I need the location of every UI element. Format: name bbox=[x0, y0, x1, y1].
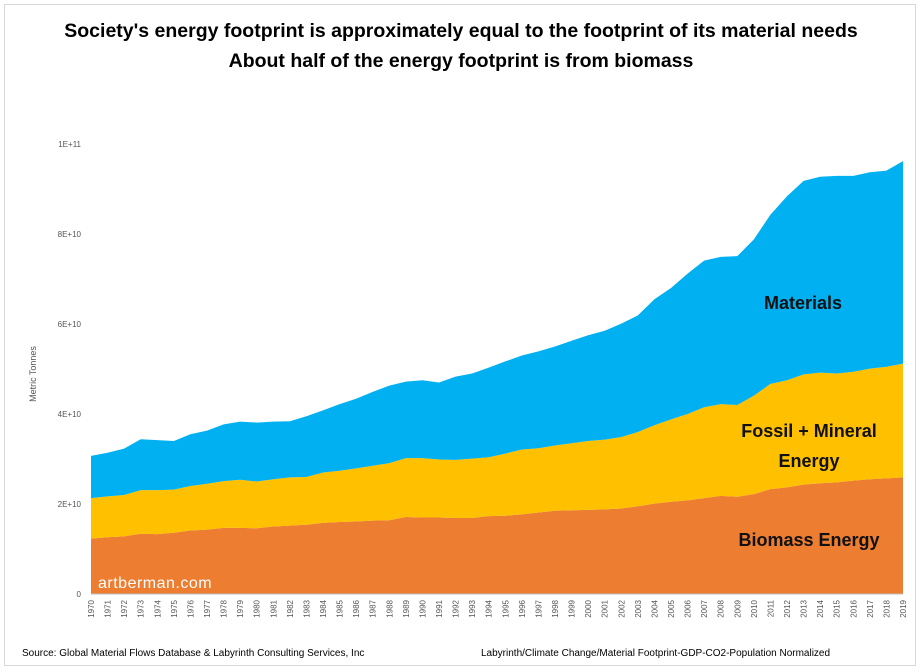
series-label: Energy bbox=[778, 451, 839, 471]
series-label: Materials bbox=[764, 293, 842, 313]
x-tick-label: 2007 bbox=[700, 599, 709, 617]
x-tick-label: 1971 bbox=[104, 599, 113, 617]
x-tick-label: 1985 bbox=[336, 599, 345, 617]
x-tick-label: 2006 bbox=[684, 599, 693, 617]
x-tick-label: 2001 bbox=[601, 599, 610, 617]
x-tick-label: 2017 bbox=[866, 599, 875, 617]
x-tick-label: 2012 bbox=[783, 599, 792, 617]
chart-title: Society's energy footprint is approximat… bbox=[64, 20, 858, 42]
x-tick-label: 1998 bbox=[551, 599, 560, 617]
chart-subtitle: About half of the energy footprint is fr… bbox=[228, 50, 694, 72]
x-tick-label: 2008 bbox=[717, 599, 726, 617]
x-tick-label: 1973 bbox=[137, 599, 146, 617]
file-path-note: Labyrinth/Climate Change/Material Footpr… bbox=[481, 648, 831, 659]
x-tick-label: 1979 bbox=[236, 599, 245, 617]
y-tick-label: 1E+11 bbox=[58, 140, 81, 149]
x-tick-label: 2018 bbox=[882, 599, 891, 617]
x-tick-label: 1987 bbox=[369, 599, 378, 617]
x-tick-label: 2019 bbox=[899, 599, 908, 617]
x-tick-label: 2009 bbox=[733, 599, 742, 617]
x-tick-label: 1975 bbox=[170, 599, 179, 617]
x-tick-label: 1991 bbox=[435, 599, 444, 617]
x-tick-label: 2016 bbox=[849, 599, 858, 617]
area-fossil-mineral-energy bbox=[91, 363, 903, 539]
x-tick-label: 2003 bbox=[634, 599, 643, 617]
series-label: Biomass Energy bbox=[738, 530, 879, 550]
x-tick-label: 2005 bbox=[667, 599, 676, 617]
x-tick-label: 1993 bbox=[468, 599, 477, 617]
x-tick-label: 1996 bbox=[518, 599, 527, 617]
series-label: Fossil + Mineral bbox=[741, 421, 877, 441]
x-tick-label: 1981 bbox=[269, 599, 278, 617]
area-materials bbox=[91, 161, 903, 499]
area-biomass-energy bbox=[91, 477, 903, 594]
x-tick-label: 2002 bbox=[617, 599, 626, 617]
x-tick-label: 1999 bbox=[568, 599, 577, 617]
x-tick-label: 2011 bbox=[766, 599, 775, 617]
x-tick-label: 1972 bbox=[120, 599, 129, 617]
x-tick-label: 1970 bbox=[87, 599, 96, 617]
y-tick-label: 8E+10 bbox=[58, 230, 82, 239]
x-tick-label: 1983 bbox=[302, 599, 311, 617]
x-tick-label: 1978 bbox=[220, 599, 229, 617]
y-axis-label: Metric Tonnes bbox=[28, 346, 38, 402]
x-tick-label: 1997 bbox=[534, 599, 543, 617]
x-tick-label: 2013 bbox=[800, 599, 809, 617]
x-tick-label: 2004 bbox=[650, 599, 659, 617]
x-tick-label: 2010 bbox=[750, 599, 759, 617]
x-tick-label: 1994 bbox=[485, 599, 494, 617]
source-note: Source: Global Material Flows Database &… bbox=[22, 648, 365, 659]
y-tick-label: 2E+10 bbox=[58, 500, 82, 509]
x-tick-label: 2014 bbox=[816, 599, 825, 617]
y-tick-label: 4E+10 bbox=[58, 410, 82, 419]
x-tick-label: 1995 bbox=[501, 599, 510, 617]
x-tick-label: 1988 bbox=[385, 599, 394, 617]
x-tick-label: 1986 bbox=[352, 599, 361, 617]
x-tick-label: 1992 bbox=[452, 599, 461, 617]
x-tick-label: 1989 bbox=[402, 599, 411, 617]
x-tick-label: 1984 bbox=[319, 599, 328, 617]
x-tick-label: 2015 bbox=[833, 599, 842, 617]
x-tick-label: 1980 bbox=[253, 599, 262, 617]
x-tick-label: 1977 bbox=[203, 599, 212, 617]
x-tick-label: 1976 bbox=[186, 599, 195, 617]
x-tick-label: 1982 bbox=[286, 599, 295, 617]
y-tick-label: 6E+10 bbox=[58, 320, 82, 329]
x-tick-label: 1974 bbox=[153, 599, 162, 617]
watermark: artberman.com bbox=[98, 575, 212, 592]
x-tick-label: 2000 bbox=[584, 599, 593, 617]
x-tick-label: 1990 bbox=[418, 599, 427, 617]
y-tick-label: 0 bbox=[77, 590, 82, 599]
